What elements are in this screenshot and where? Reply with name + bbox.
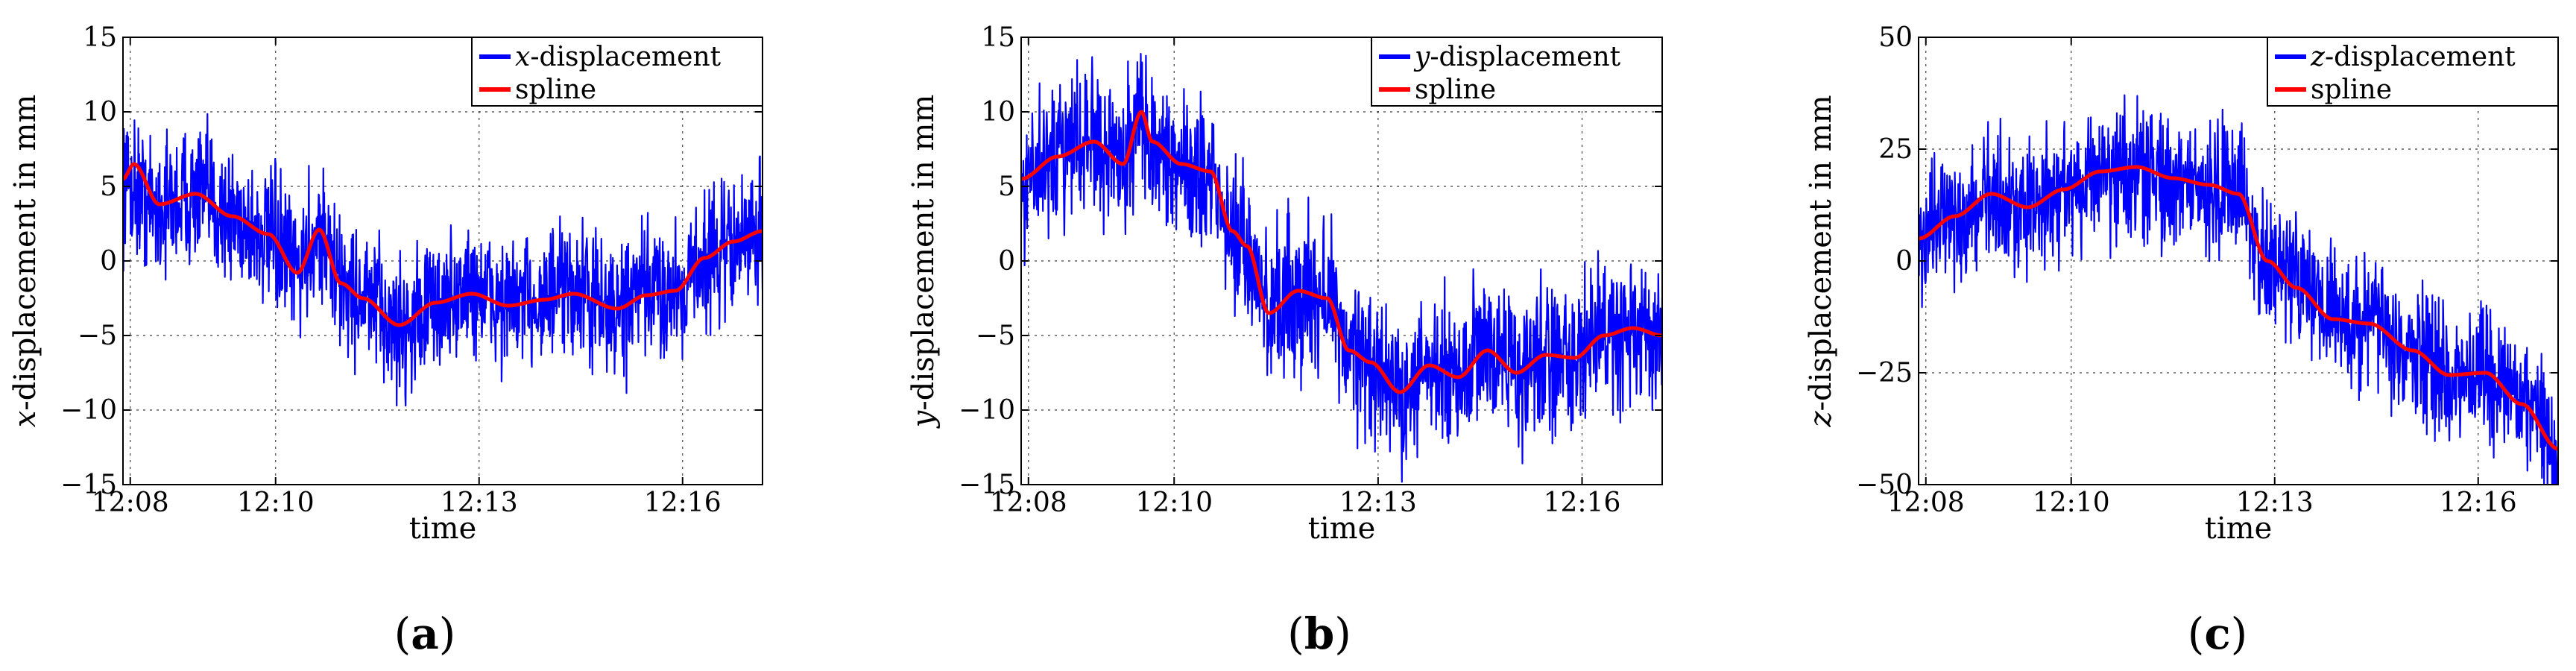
y-tick-label: 0: [100, 246, 117, 277]
legend-entry: spline: [2311, 75, 2392, 105]
panel-caption: (c): [2188, 608, 2248, 659]
y-tick-label: −15: [60, 470, 117, 500]
x-axis-label: time: [1308, 511, 1375, 546]
y-tick-label: 0: [998, 246, 1015, 277]
x-tick-label: 12:16: [2440, 488, 2517, 518]
panel-caption: (b): [1287, 608, 1351, 659]
y-tick-label: −10: [959, 395, 1015, 426]
y-tick-label: 5: [100, 171, 117, 202]
y-tick-label: 10: [83, 97, 117, 127]
x-tick-label: 12:08: [990, 488, 1067, 518]
x-tick-label: 12:13: [2236, 488, 2314, 518]
series-line-spline: [1919, 165, 2558, 451]
panel-caption: (a): [394, 608, 456, 659]
legend-box: [2267, 37, 2559, 107]
y-tick-label: −25: [1856, 358, 1913, 388]
y-tick-label: −15: [959, 470, 1015, 500]
y-tick-label: 15: [981, 22, 1015, 53]
x-tick-label: 12:13: [1339, 488, 1417, 518]
plot-area: [1919, 94, 2558, 485]
plot-area: [1021, 52, 1662, 483]
legend-entry: spline: [1415, 75, 1496, 105]
y-tick-label: 0: [1895, 246, 1913, 277]
y-tick-label: 50: [1878, 22, 1913, 53]
x-tick-label: 12:10: [237, 488, 315, 518]
x-tick-label: 12:13: [441, 488, 518, 518]
y-tick-label: −50: [1856, 470, 1913, 500]
y-tick-label: 15: [83, 22, 117, 53]
y-tick-label: −5: [78, 321, 117, 351]
legend-entry: y-displacement: [1413, 42, 1621, 72]
series-line-spline: [1021, 110, 1662, 394]
x-axis-label: time: [2205, 511, 2272, 546]
x-tick-label: 12:16: [1544, 488, 1621, 518]
legend-entry: spline: [515, 75, 596, 105]
plot-area: [123, 113, 763, 407]
y-tick-label: 25: [1878, 134, 1913, 165]
series-line-displacement: [1919, 94, 2558, 485]
series-line-displacement: [123, 113, 763, 407]
y-axis-label: x-displacement in mm: [8, 95, 42, 428]
y-tick-label: 10: [981, 97, 1015, 127]
y-tick-label: −10: [60, 395, 117, 426]
x-tick-label: 12:10: [2033, 488, 2110, 518]
x-tick-label: 12:08: [1887, 488, 1965, 518]
x-tick-label: 12:08: [92, 488, 169, 518]
legend-entry: z-displacement: [2310, 42, 2516, 72]
x-tick-label: 12:10: [1135, 488, 1213, 518]
x-tick-label: 12:16: [644, 488, 722, 518]
x-axis-label: time: [409, 511, 476, 546]
y-axis-label: y-displacement in mm: [906, 95, 941, 429]
series-line-displacement: [1021, 52, 1662, 483]
legend-box: [471, 37, 763, 107]
series-line-spline: [123, 162, 763, 327]
legend-entry: x-displacement: [515, 42, 722, 72]
y-axis-label: z-displacement in mm: [1804, 95, 1838, 427]
legend-box: [1371, 37, 1663, 107]
y-tick-label: −5: [976, 321, 1015, 351]
y-tick-label: 5: [998, 171, 1015, 202]
